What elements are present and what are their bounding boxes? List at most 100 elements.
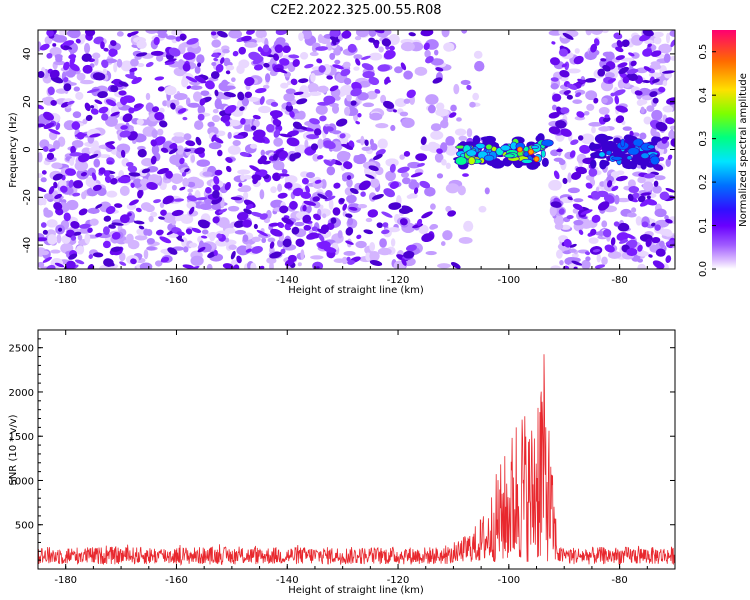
heatmap-blob xyxy=(628,186,640,194)
heatmap-speckle xyxy=(598,126,611,132)
heatmap-blob xyxy=(286,101,292,107)
heatmap-speckle xyxy=(425,94,439,105)
heatmap-blob xyxy=(88,254,93,259)
heatmap-blob xyxy=(284,182,293,189)
heatmap-blob xyxy=(665,117,675,125)
heatmap-blob xyxy=(360,191,366,197)
heatmap-blob xyxy=(92,72,106,81)
heatmap-speckle xyxy=(56,234,62,244)
heatmap-blob xyxy=(626,247,638,257)
heatmap-blob xyxy=(239,151,250,157)
heatmap-speckle xyxy=(456,117,462,122)
heatmap-speckle xyxy=(616,197,631,203)
heatmap-blob xyxy=(252,114,261,120)
heatmap-blob xyxy=(579,144,591,154)
heatmap-signal-blob xyxy=(599,159,607,170)
x-tick-label: -140 xyxy=(276,275,299,286)
heatmap-blob xyxy=(85,114,93,122)
heatmap-speckle xyxy=(369,112,383,121)
heatmap-speckle xyxy=(652,185,662,194)
heatmap-blob xyxy=(154,111,165,121)
heatmap-blob xyxy=(225,157,233,163)
heatmap-speckle xyxy=(71,139,84,148)
heatmap-blob xyxy=(87,227,93,233)
heatmap-blob xyxy=(592,249,601,253)
heatmap-blob xyxy=(269,251,282,259)
heatmap-blob xyxy=(110,111,120,117)
heatmap-blob xyxy=(216,233,223,239)
heatmap-blob xyxy=(295,238,305,247)
heatmap-blob xyxy=(286,130,299,137)
heatmap-blob xyxy=(212,136,224,144)
heatmap-speckle xyxy=(266,257,277,264)
heatmap-speckle xyxy=(651,109,663,121)
heatmap-speckle xyxy=(658,240,665,249)
heatmap-blob xyxy=(75,38,81,44)
heatmap-blob xyxy=(561,63,568,68)
heatmap-speckle xyxy=(460,79,471,86)
heatmap-signal-blob xyxy=(541,157,549,167)
heatmap-blob xyxy=(273,53,280,61)
heatmap-blob xyxy=(176,236,184,242)
heatmap-blob xyxy=(263,62,270,68)
heatmap-signal-blob xyxy=(490,159,505,169)
heatmap-signal-blob xyxy=(647,144,656,150)
heatmap-blob xyxy=(127,165,138,173)
heatmap-speckle xyxy=(601,97,608,104)
heatmap-speckle xyxy=(134,235,148,241)
heatmap-blob xyxy=(238,182,243,187)
heatmap-blob xyxy=(105,206,116,215)
heatmap-blob xyxy=(555,120,567,129)
heatmap-blob xyxy=(364,139,369,146)
heatmap-blob xyxy=(571,171,582,180)
heatmap-blob xyxy=(343,161,353,170)
heatmap-blob xyxy=(272,118,281,126)
heatmap-blob xyxy=(251,211,264,218)
heatmap-blob xyxy=(141,168,151,174)
heatmap-blob xyxy=(577,135,584,141)
heatmap-blob xyxy=(185,76,198,83)
heatmap-blob xyxy=(212,52,220,58)
heatmap-signal-blob xyxy=(626,155,633,161)
heatmap-blob xyxy=(289,200,298,210)
heatmap-blob xyxy=(382,100,395,109)
heatmap-speckle xyxy=(337,230,343,239)
heatmap-speckle xyxy=(55,88,68,94)
heatmap-speckle xyxy=(662,80,668,87)
heatmap-blob xyxy=(182,116,188,121)
heatmap-blob xyxy=(381,38,392,47)
heatmap-blob xyxy=(317,193,328,200)
heatmap-blob xyxy=(40,222,47,228)
heatmap-speckle xyxy=(445,183,460,194)
heatmap-blob xyxy=(340,68,351,77)
heatmap-speckle xyxy=(215,239,229,247)
heatmap-speckle xyxy=(126,233,134,244)
x-tick-label: -100 xyxy=(497,575,520,586)
heatmap-blob xyxy=(566,94,573,100)
heatmap-blob xyxy=(241,35,252,42)
heatmap-blob xyxy=(82,64,93,74)
heatmap-speckle xyxy=(69,158,75,166)
heatmap-speckle xyxy=(200,90,210,96)
heatmap-blob xyxy=(665,187,675,193)
heatmap-speckle xyxy=(474,60,485,72)
heatmap-blob xyxy=(665,218,673,224)
heatmap-blob xyxy=(168,47,181,57)
heatmap-speckle xyxy=(375,123,389,129)
heatmap-speckle xyxy=(343,77,352,85)
heatmap-speckle xyxy=(403,98,411,104)
heatmap-blob xyxy=(160,147,169,153)
heatmap-blob xyxy=(556,148,563,153)
heatmap-signal-blob xyxy=(633,155,642,161)
colorbar-tick-label: 0.2 xyxy=(698,174,709,190)
heatmap-speckle xyxy=(637,176,646,184)
heatmap-blob xyxy=(213,175,220,185)
heatmap-speckle xyxy=(385,158,399,167)
heatmap-speckle xyxy=(390,124,396,131)
heatmap-blob xyxy=(559,70,570,78)
heatmap-blob xyxy=(339,198,345,203)
heatmap-blob xyxy=(374,88,381,94)
heatmap-blob xyxy=(290,78,298,86)
heatmap-blob xyxy=(74,133,88,138)
